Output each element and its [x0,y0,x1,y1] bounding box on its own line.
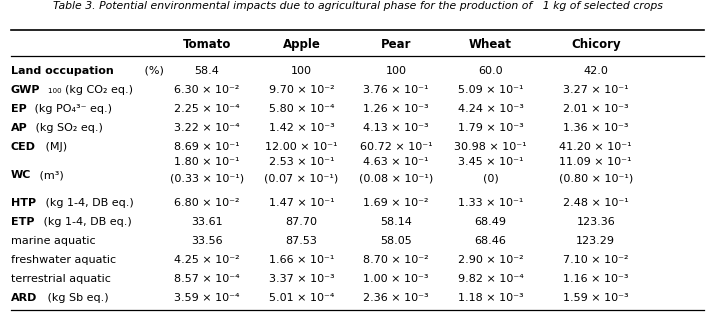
Text: 11.09 × 10⁻¹: 11.09 × 10⁻¹ [560,157,632,167]
Text: 87.53: 87.53 [285,236,317,246]
Text: 2.53 × 10⁻¹: 2.53 × 10⁻¹ [269,157,334,167]
Text: 123.36: 123.36 [576,217,615,227]
Text: 42.0: 42.0 [583,66,608,76]
Text: 1.33 × 10⁻¹: 1.33 × 10⁻¹ [458,198,523,208]
Text: AP: AP [11,123,27,133]
Text: (0.08 × 10⁻¹): (0.08 × 10⁻¹) [359,173,433,183]
Text: (kg PO₄³⁻ eq.): (kg PO₄³⁻ eq.) [31,104,112,114]
Text: 87.70: 87.70 [285,217,317,227]
Text: 6.80 × 10⁻²: 6.80 × 10⁻² [174,198,240,208]
Text: Chicory: Chicory [571,38,621,51]
Text: 5.80 × 10⁻⁴: 5.80 × 10⁻⁴ [269,104,334,114]
Text: 58.14: 58.14 [380,217,412,227]
Text: 4.24 × 10⁻³: 4.24 × 10⁻³ [458,104,523,114]
Text: 3.76 × 10⁻¹: 3.76 × 10⁻¹ [363,85,429,95]
Text: 123.29: 123.29 [576,236,615,246]
Text: 8.57 × 10⁻⁴: 8.57 × 10⁻⁴ [174,274,240,284]
Text: 3.45 × 10⁻¹: 3.45 × 10⁻¹ [458,157,523,167]
Text: 7.10 × 10⁻²: 7.10 × 10⁻² [563,255,628,265]
Text: 33.56: 33.56 [191,236,222,246]
Text: 3.37 × 10⁻³: 3.37 × 10⁻³ [269,274,334,284]
Text: (kg 1-4, DB eq.): (kg 1-4, DB eq.) [40,217,132,227]
Text: 1.26 × 10⁻³: 1.26 × 10⁻³ [363,104,429,114]
Text: 41.20 × 10⁻¹: 41.20 × 10⁻¹ [559,142,632,152]
Text: 1.79 × 10⁻³: 1.79 × 10⁻³ [458,123,523,133]
Text: 9.70 × 10⁻²: 9.70 × 10⁻² [269,85,334,95]
Text: 4.63 × 10⁻¹: 4.63 × 10⁻¹ [363,157,429,167]
Text: EP: EP [11,104,26,114]
Text: 12.00 × 10⁻¹: 12.00 × 10⁻¹ [265,142,337,152]
Text: 60.72 × 10⁻¹: 60.72 × 10⁻¹ [360,142,433,152]
Text: 68.49: 68.49 [475,217,507,227]
Text: 1.00 × 10⁻³: 1.00 × 10⁻³ [363,274,429,284]
Text: marine aquatic: marine aquatic [11,236,95,246]
Text: 5.01 × 10⁻⁴: 5.01 × 10⁻⁴ [269,293,334,303]
Text: ₁₀₀ (kg CO₂ eq.): ₁₀₀ (kg CO₂ eq.) [48,85,133,95]
Text: 8.70 × 10⁻²: 8.70 × 10⁻² [363,255,429,265]
Text: 9.82 × 10⁻⁴: 9.82 × 10⁻⁴ [458,274,523,284]
Text: HTP: HTP [11,198,36,208]
Text: Wheat: Wheat [469,38,512,51]
Text: ARD: ARD [11,293,37,303]
Text: (0.07 × 10⁻¹): (0.07 × 10⁻¹) [265,173,339,183]
Text: 3.59 × 10⁻⁴: 3.59 × 10⁻⁴ [174,293,240,303]
Text: 3.27 × 10⁻¹: 3.27 × 10⁻¹ [563,85,628,95]
Text: 4.25 × 10⁻²: 4.25 × 10⁻² [174,255,240,265]
Text: 2.36 × 10⁻³: 2.36 × 10⁻³ [363,293,429,303]
Text: terrestrial aquatic: terrestrial aquatic [11,274,111,284]
Text: Pear: Pear [381,38,411,51]
Text: 2.25 × 10⁻⁴: 2.25 × 10⁻⁴ [174,104,240,114]
Text: Table 3. Potential environmental impacts due to agricultural phase for the produ: Table 3. Potential environmental impacts… [53,1,662,11]
Text: 1.59 × 10⁻³: 1.59 × 10⁻³ [563,293,628,303]
Text: 1.47 × 10⁻¹: 1.47 × 10⁻¹ [269,198,334,208]
Text: 68.46: 68.46 [475,236,506,246]
Text: Apple: Apple [282,38,320,51]
Text: freshwater aquatic: freshwater aquatic [11,255,116,265]
Text: 8.69 × 10⁻¹: 8.69 × 10⁻¹ [174,142,240,152]
Text: 1.36 × 10⁻³: 1.36 × 10⁻³ [563,123,628,133]
Text: 30.98 × 10⁻¹: 30.98 × 10⁻¹ [454,142,527,152]
Text: 60.0: 60.0 [478,66,503,76]
Text: 33.61: 33.61 [191,217,222,227]
Text: 1.16 × 10⁻³: 1.16 × 10⁻³ [563,274,628,284]
Text: 100: 100 [291,66,312,76]
Text: 4.13 × 10⁻³: 4.13 × 10⁻³ [363,123,429,133]
Text: (kg 1-4, DB eq.): (kg 1-4, DB eq.) [42,198,134,208]
Text: Land occupation: Land occupation [11,66,114,76]
Text: 6.30 × 10⁻²: 6.30 × 10⁻² [174,85,240,95]
Text: (kg SO₂ eq.): (kg SO₂ eq.) [32,123,103,133]
Text: 2.48 × 10⁻¹: 2.48 × 10⁻¹ [563,198,628,208]
Text: 1.69 × 10⁻²: 1.69 × 10⁻² [363,198,429,208]
Text: (m³): (m³) [36,170,64,180]
Text: 58.05: 58.05 [380,236,412,246]
Text: (MJ): (MJ) [42,142,67,152]
Text: GWP: GWP [11,85,40,95]
Text: Tomato: Tomato [182,38,231,51]
Text: (0): (0) [483,173,498,183]
Text: 1.80 × 10⁻¹: 1.80 × 10⁻¹ [174,157,240,167]
Text: (0.33 × 10⁻¹): (0.33 × 10⁻¹) [169,173,244,183]
Text: WC: WC [11,170,31,180]
Text: 1.18 × 10⁻³: 1.18 × 10⁻³ [458,293,523,303]
Text: (%): (%) [141,66,164,76]
Text: (kg Sb eq.): (kg Sb eq.) [44,293,109,303]
Text: ETP: ETP [11,217,34,227]
Text: 1.66 × 10⁻¹: 1.66 × 10⁻¹ [269,255,334,265]
Text: (0.80 × 10⁻¹): (0.80 × 10⁻¹) [558,173,633,183]
Text: 100: 100 [385,66,407,76]
Text: CED: CED [11,142,36,152]
Text: 5.09 × 10⁻¹: 5.09 × 10⁻¹ [458,85,523,95]
Text: 2.01 × 10⁻³: 2.01 × 10⁻³ [563,104,628,114]
Text: 58.4: 58.4 [194,66,220,76]
Text: 1.42 × 10⁻³: 1.42 × 10⁻³ [269,123,335,133]
Text: 2.90 × 10⁻²: 2.90 × 10⁻² [458,255,523,265]
Text: 3.22 × 10⁻⁴: 3.22 × 10⁻⁴ [174,123,240,133]
